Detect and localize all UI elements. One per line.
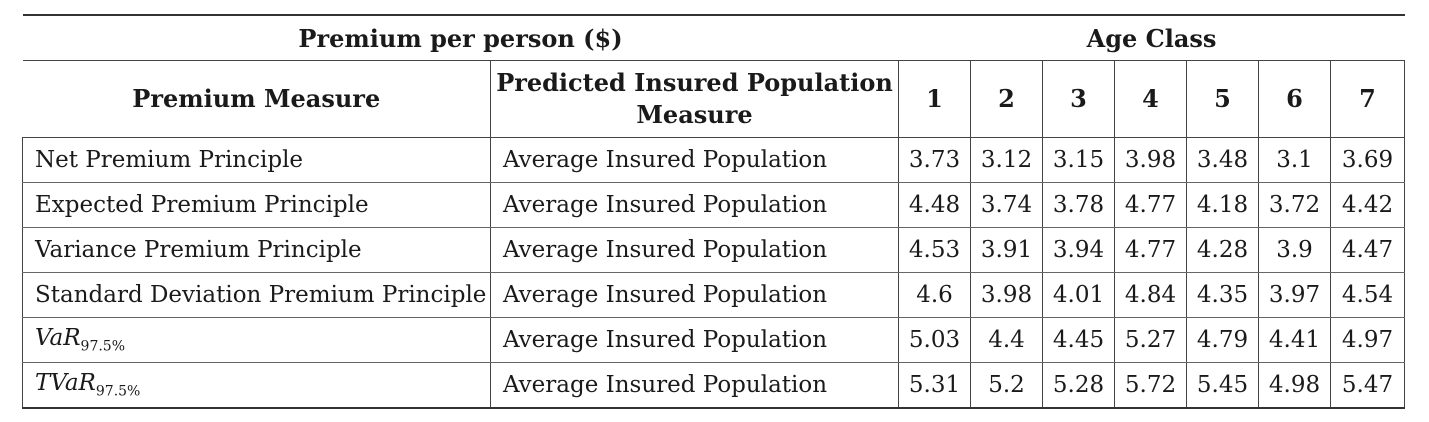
population-cell: Average Insured Population [490, 227, 899, 273]
value-cell: 4.54 [1330, 272, 1405, 318]
value-cell: 4.98 [1258, 362, 1331, 409]
premium-measure-header: Premium Measure [22, 60, 491, 138]
age-class-7-header: 7 [1330, 60, 1405, 138]
table-row: Standard Deviation Premium Principle Ave… [22, 272, 1405, 318]
table-row: TVaR97.5% Average Insured Population 5.3… [22, 362, 1405, 409]
value-cell: 3.98 [970, 272, 1043, 318]
value-cell: 3.94 [1042, 227, 1115, 273]
premium-per-person-header: Premium per person ($) [22, 14, 899, 61]
value-cell: 3.12 [970, 137, 1043, 183]
value-cell: 3.97 [1258, 272, 1331, 318]
age-class-3-header: 3 [1042, 60, 1115, 138]
table-row: Variance Premium Principle Average Insur… [22, 227, 1405, 273]
value-cell: 5.03 [898, 317, 971, 363]
value-cell: 5.72 [1114, 362, 1187, 409]
value-cell: 4.48 [898, 182, 971, 228]
value-cell: 3.9 [1258, 227, 1331, 273]
age-class-4-header: 4 [1114, 60, 1187, 138]
value-cell: 3.91 [970, 227, 1043, 273]
table-row: Expected Premium Principle Average Insur… [22, 182, 1405, 228]
tvar-subscript: 97.5% [95, 383, 141, 400]
value-cell: 5.45 [1186, 362, 1259, 409]
value-cell: 4.97 [1330, 317, 1405, 363]
population-cell: Average Insured Population [490, 272, 899, 318]
value-cell: 5.28 [1042, 362, 1115, 409]
value-cell: 4.01 [1042, 272, 1115, 318]
super-header-row: Premium per person ($) Age Class [22, 14, 1405, 61]
value-cell: 3.69 [1330, 137, 1405, 183]
premium-measure-cell: VaR97.5% [22, 317, 491, 363]
value-cell: 5.2 [970, 362, 1043, 409]
var-label: VaR97.5% [35, 325, 125, 355]
tvar-main: TVaR [35, 370, 96, 397]
premium-measure-cell: Variance Premium Principle [22, 227, 491, 273]
premium-table-container: Premium per person ($) Age Class Premium… [22, 14, 1405, 409]
value-cell: 3.48 [1186, 137, 1259, 183]
value-cell: 4.77 [1114, 182, 1187, 228]
value-cell: 3.98 [1114, 137, 1187, 183]
premium-measure-cell: TVaR97.5% [22, 362, 491, 409]
var-main: VaR [35, 325, 81, 352]
tvar-label: TVaR97.5% [35, 370, 140, 400]
value-cell: 3.78 [1042, 182, 1115, 228]
table-row: Net Premium Principle Average Insured Po… [22, 137, 1405, 183]
value-cell: 3.72 [1258, 182, 1331, 228]
age-class-6-header: 6 [1258, 60, 1331, 138]
premium-measure-cell: Net Premium Principle [22, 137, 491, 183]
column-header-row: Premium Measure Predicted Insured Popula… [22, 60, 1405, 138]
value-cell: 4.84 [1114, 272, 1187, 318]
premium-measure-cell: Expected Premium Principle [22, 182, 491, 228]
var-subscript: 97.5% [80, 338, 126, 355]
value-cell: 4.79 [1186, 317, 1259, 363]
population-measure-header: Predicted Insured Population Measure [490, 60, 899, 138]
value-cell: 4.45 [1042, 317, 1115, 363]
population-header-line2: Measure [636, 100, 753, 129]
value-cell: 5.27 [1114, 317, 1187, 363]
value-cell: 4.18 [1186, 182, 1259, 228]
value-cell: 3.73 [898, 137, 971, 183]
value-cell: 4.28 [1186, 227, 1259, 273]
population-cell: Average Insured Population [490, 317, 899, 363]
age-class-5-header: 5 [1186, 60, 1259, 138]
value-cell: 4.41 [1258, 317, 1331, 363]
premium-measure-cell: Standard Deviation Premium Principle [22, 272, 491, 318]
age-class-header: Age Class [898, 14, 1405, 61]
value-cell: 5.47 [1330, 362, 1405, 409]
value-cell: 4.53 [898, 227, 971, 273]
table-row: VaR97.5% Average Insured Population 5.03… [22, 317, 1405, 363]
value-cell: 4.4 [970, 317, 1043, 363]
value-cell: 3.74 [970, 182, 1043, 228]
age-class-1-header: 1 [898, 60, 971, 138]
value-cell: 3.1 [1258, 137, 1331, 183]
value-cell: 4.6 [898, 272, 971, 318]
value-cell: 4.35 [1186, 272, 1259, 318]
population-cell: Average Insured Population [490, 362, 899, 409]
value-cell: 5.31 [898, 362, 971, 409]
population-cell: Average Insured Population [490, 182, 899, 228]
premium-table: Premium per person ($) Age Class Premium… [22, 14, 1405, 409]
age-class-2-header: 2 [970, 60, 1043, 138]
value-cell: 4.47 [1330, 227, 1405, 273]
population-cell: Average Insured Population [490, 137, 899, 183]
value-cell: 3.15 [1042, 137, 1115, 183]
value-cell: 4.42 [1330, 182, 1405, 228]
value-cell: 4.77 [1114, 227, 1187, 273]
population-header-line1: Predicted Insured Population [496, 68, 893, 97]
